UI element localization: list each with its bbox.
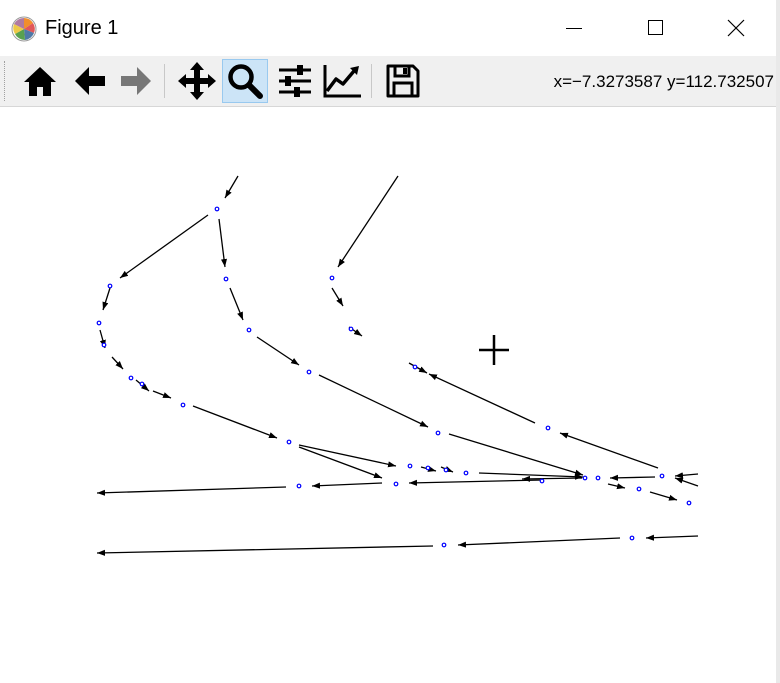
graph-node — [629, 535, 635, 541]
graph-edge-arrow — [457, 537, 621, 548]
graph-node — [329, 275, 335, 281]
graph-edge-arrow — [256, 336, 300, 366]
floppy-disk-icon — [386, 64, 420, 98]
graph-edge-arrow — [111, 356, 124, 370]
home-button[interactable] — [17, 59, 63, 103]
graph-node — [686, 500, 692, 506]
graph-edge-arrow — [609, 474, 656, 481]
close-button[interactable] — [716, 10, 756, 46]
background-window-edge — [776, 0, 780, 683]
graph-edge-arrow — [331, 287, 344, 307]
magnifier-icon — [228, 64, 263, 99]
graph-edge-arrow — [96, 545, 434, 556]
arrow-left-icon — [75, 67, 105, 95]
graph-edge-arrow — [674, 477, 699, 487]
graph-node — [441, 542, 447, 548]
graph-edge-arrow — [559, 432, 659, 469]
graph-edge-arrow — [152, 390, 172, 399]
graph-node — [407, 463, 413, 469]
toolbar-grip[interactable] — [4, 61, 8, 101]
graph-nodes — [96, 206, 692, 548]
graph-node — [223, 276, 229, 282]
back-button[interactable] — [67, 59, 113, 103]
graph-node — [214, 206, 220, 212]
graph-edge-arrow — [408, 479, 544, 486]
graph-node — [659, 473, 665, 479]
graph-node — [463, 470, 469, 476]
graph-node — [128, 375, 134, 381]
maximize-button[interactable] — [636, 10, 676, 46]
graph-node — [139, 381, 145, 387]
graph-edge-arrow — [337, 175, 399, 268]
graph-node — [425, 465, 431, 471]
graph-node — [101, 342, 107, 348]
graph-node — [595, 475, 601, 481]
graph-edge-arrow — [229, 287, 244, 321]
graph-node — [306, 369, 312, 375]
graph-edge-arrow — [428, 373, 536, 424]
graph-node — [96, 320, 102, 326]
minimize-icon — [566, 28, 582, 29]
graph-node — [180, 402, 186, 408]
graph-edge-arrow — [311, 482, 383, 489]
title-bar[interactable]: Figure 1 — [0, 0, 776, 56]
graph-node — [412, 364, 418, 370]
graph-node — [296, 483, 302, 489]
graph-edge-arrow — [96, 486, 287, 496]
close-icon — [727, 19, 745, 37]
graph-edge-arrow — [408, 362, 428, 374]
cursor-coordinates: x=−7.3273587 y=112.732507 — [553, 72, 774, 91]
zoom-button[interactable] — [222, 59, 268, 103]
graph-edge-arrow — [521, 475, 583, 482]
graph-edge-arrow — [649, 491, 678, 501]
graph-edges — [96, 175, 699, 556]
graph-edge-arrow — [645, 534, 699, 541]
graph-edge-arrow — [298, 446, 383, 479]
graph-edge-arrow — [192, 405, 278, 439]
graph-edge-arrow — [298, 444, 397, 468]
window-title: Figure 1 — [45, 17, 119, 39]
pan-button[interactable] — [174, 59, 220, 103]
navigation-toolbar: x=−7.3273587 y=112.732507 — [0, 56, 776, 107]
graph-node — [286, 439, 292, 445]
graph-node — [539, 478, 545, 484]
graph-edge-arrow — [218, 218, 228, 268]
home-icon — [24, 67, 56, 96]
graph-edge-arrow — [224, 175, 239, 199]
graph-node — [443, 467, 449, 473]
matplotlib-logo-icon — [11, 16, 37, 42]
toolbar-separator — [371, 64, 372, 98]
maximize-icon — [648, 20, 663, 35]
line-chart-icon — [323, 65, 361, 98]
crosshair-cursor-icon — [479, 335, 509, 365]
graph-edge-arrow — [478, 472, 584, 480]
graph-node — [582, 475, 588, 481]
figure-canvas[interactable] — [0, 107, 776, 683]
arrow-right-icon — [121, 67, 151, 95]
graph-edge-arrow — [102, 287, 111, 311]
graph-node — [246, 327, 252, 333]
graph-edge-arrow — [448, 433, 584, 476]
toolbar-separator — [164, 64, 165, 98]
graph-node — [636, 486, 642, 492]
minimize-button[interactable] — [554, 10, 594, 46]
graph-edge-arrow — [318, 374, 429, 428]
save-button[interactable] — [380, 59, 426, 103]
graph-node — [545, 425, 551, 431]
sliders-icon — [279, 65, 311, 97]
edit-axis-button[interactable] — [320, 59, 366, 103]
graph-edge-arrow — [674, 472, 699, 479]
forward-button[interactable] — [113, 59, 159, 103]
configure-subplots-button[interactable] — [272, 59, 318, 103]
graph-node — [435, 430, 441, 436]
graph-node — [348, 326, 354, 332]
graph-edge-arrow — [119, 214, 209, 279]
graph-edge-arrow — [607, 483, 626, 490]
move-icon — [178, 62, 216, 100]
graph-node — [393, 481, 399, 487]
graph-node — [107, 283, 113, 289]
